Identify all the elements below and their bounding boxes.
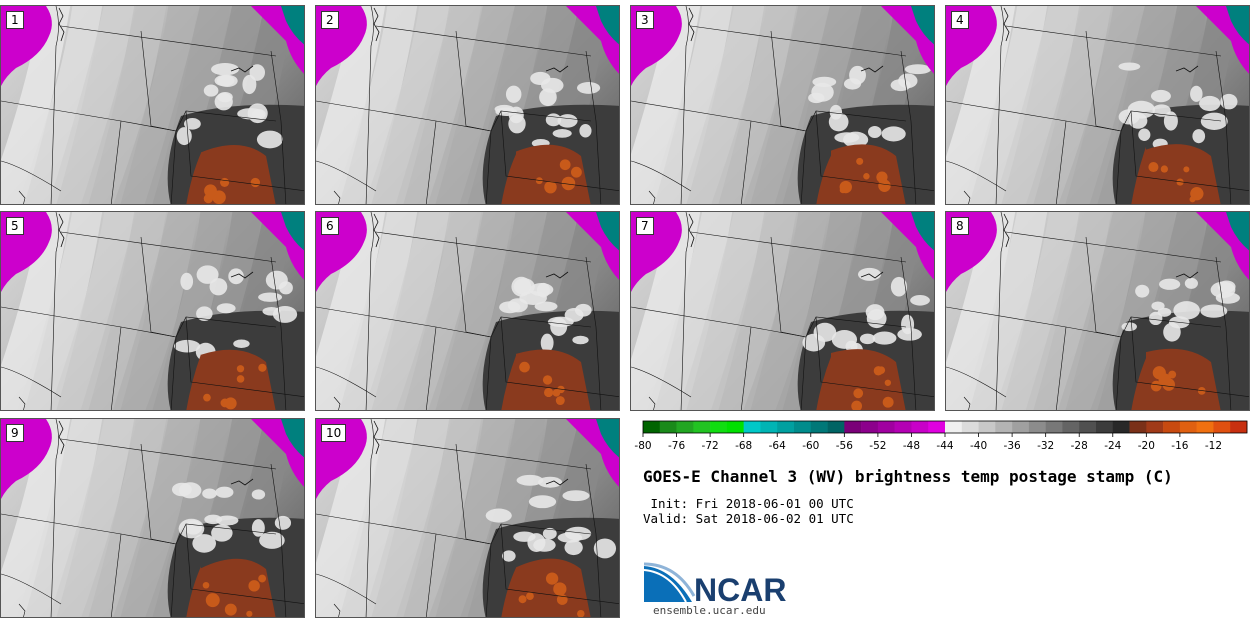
member-number-label: 7: [636, 217, 654, 235]
colorbar-tick-label: -68: [735, 440, 752, 452]
colorbar-segment: [861, 421, 879, 433]
colorbar-segment: [743, 421, 761, 433]
water-vapor-map: [946, 212, 1249, 410]
water-vapor-map: [316, 212, 619, 410]
ensemble-member-panel: 8: [945, 211, 1250, 411]
member-number-label: 8: [951, 217, 969, 235]
colorbar-segment: [827, 421, 845, 433]
water-vapor-map: [1, 419, 304, 617]
ensemble-member-panel: 2: [315, 5, 620, 205]
colorbar-segment: [844, 421, 862, 433]
colorbar-segment: [1230, 421, 1248, 433]
colorbar-segment: [643, 421, 661, 433]
init-time: Init: Fri 2018-06-01 00 UTC: [643, 496, 854, 511]
colorbar-segment: [810, 421, 828, 433]
colorbar-tick-label: -24: [1104, 440, 1121, 452]
colorbar-segment: [877, 421, 895, 433]
ensemble-member-panel: 9: [0, 418, 305, 618]
colorbar-segment: [978, 421, 996, 433]
colorbar-tick-label: -76: [668, 440, 685, 452]
colorbar-tick-label: -40: [970, 440, 987, 452]
member-number-label: 9: [6, 424, 24, 442]
colorbar-tick-label: -72: [702, 440, 719, 452]
colorbar-segment: [945, 421, 963, 433]
colorbar-segment: [659, 421, 677, 433]
water-vapor-map: [316, 6, 619, 204]
colorbar-segment: [961, 421, 979, 433]
colorbar: -80 -76 -72 -68 -64 -60 -56 -52 -48 -44 -40 -36 -32 -…: [634, 420, 1248, 452]
colorbar-tick-label: -28: [1071, 440, 1088, 452]
ensemble-member-panel: 10: [315, 418, 620, 618]
colorbar-tick-label: -60: [802, 440, 819, 452]
colorbar-tick-label: -64: [769, 440, 786, 452]
colorbar-tick-label: -80: [634, 440, 651, 452]
colorbar-tick-label: -48: [903, 440, 920, 452]
colorbar-tick-label: -36: [1004, 440, 1021, 452]
colorbar-segment: [1163, 421, 1181, 433]
member-number-label: 6: [321, 217, 339, 235]
colorbar-tick-label: -56: [836, 440, 853, 452]
colorbar-segment: [1112, 421, 1130, 433]
colorbar-segment: [726, 421, 744, 433]
ensemble-member-panel: 6: [315, 211, 620, 411]
colorbar-segment: [794, 421, 812, 433]
ensemble-member-panel: 7: [630, 211, 935, 411]
colorbar-segment: [1096, 421, 1114, 433]
ensemble-member-panel: 5: [0, 211, 305, 411]
colorbar-segment: [1062, 421, 1080, 433]
member-number-label: 5: [6, 217, 24, 235]
logo-text: NCAR: [694, 572, 786, 604]
member-number-label: 1: [6, 11, 24, 29]
member-number-label: 3: [636, 11, 654, 29]
member-number-label: 10: [321, 424, 347, 442]
ensemble-member-panel: 3: [630, 5, 935, 205]
colorbar-segment: [710, 421, 728, 433]
water-vapor-map: [631, 212, 934, 410]
colorbar-tick-label: -12: [1205, 440, 1222, 452]
water-vapor-map: [1, 212, 304, 410]
colorbar-segment: [1028, 421, 1046, 433]
water-vapor-map: [631, 6, 934, 204]
water-vapor-map: [1, 6, 304, 204]
colorbar-segment: [1079, 421, 1097, 433]
colorbar-segment: [1179, 421, 1197, 433]
colorbar-segment: [995, 421, 1013, 433]
water-vapor-map: [946, 6, 1249, 204]
valid-time: Valid: Sat 2018-06-02 01 UTC: [643, 511, 854, 526]
colorbar-segment: [1045, 421, 1063, 433]
water-vapor-map: [316, 419, 619, 617]
colorbar-segment: [676, 421, 694, 433]
colorbar-segment: [777, 421, 795, 433]
colorbar-segment: [1146, 421, 1164, 433]
colorbar-tick-label: -16: [1171, 440, 1188, 452]
ensemble-member-panel: 4: [945, 5, 1250, 205]
colorbar-segment: [1213, 421, 1231, 433]
colorbar-tick-label: -44: [936, 440, 953, 452]
colorbar-segment: [894, 421, 912, 433]
colorbar-segment: [760, 421, 778, 433]
colorbar-segment: [693, 421, 711, 433]
colorbar-tick-label: -52: [869, 440, 886, 452]
ensemble-member-panel: 1: [0, 5, 305, 205]
colorbar-tick-label: -32: [1037, 440, 1054, 452]
colorbar-segment: [1196, 421, 1214, 433]
colorbar-segment: [928, 421, 946, 433]
member-number-label: 2: [321, 11, 339, 29]
colorbar-segment: [1129, 421, 1147, 433]
ncar-logo: NCAR: [643, 562, 786, 604]
website-link[interactable]: ensemble.ucar.edu: [653, 604, 766, 617]
colorbar-segment: [1012, 421, 1030, 433]
colorbar-segment: [911, 421, 929, 433]
colorbar-tick-label: -20: [1138, 440, 1155, 452]
figure-title: GOES-E Channel 3 (WV) brightness temp po…: [643, 467, 1173, 486]
member-number-label: 4: [951, 11, 969, 29]
